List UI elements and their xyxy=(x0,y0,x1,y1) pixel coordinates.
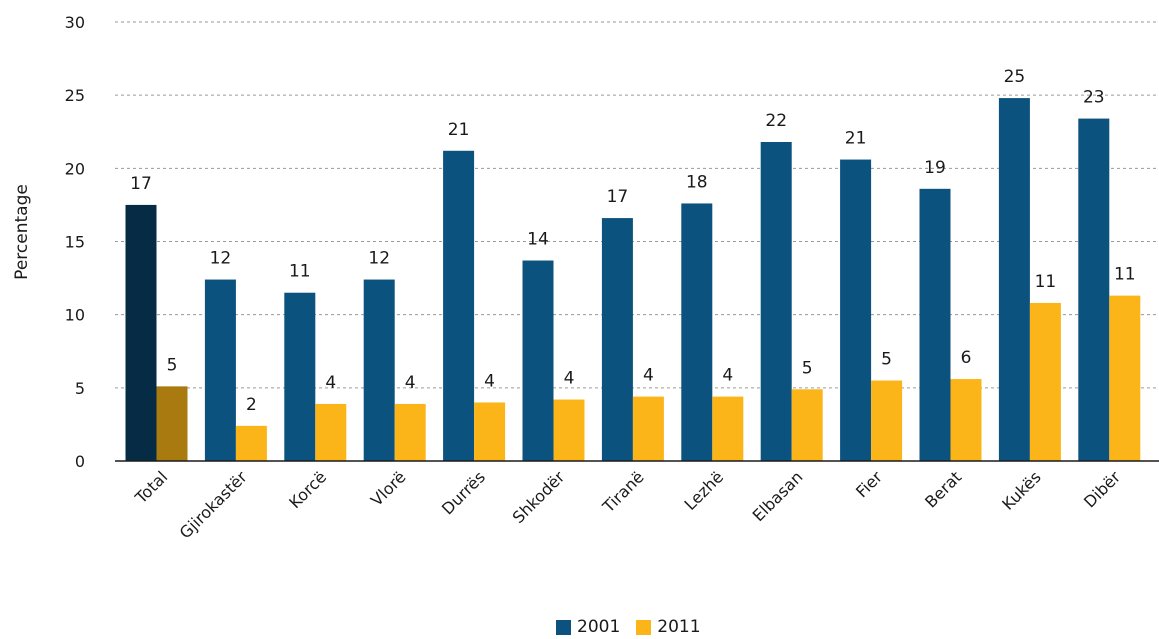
bar-2001 xyxy=(204,279,236,461)
bar-2011 xyxy=(315,403,347,461)
bar-2001 xyxy=(840,159,872,461)
bar-2001 xyxy=(681,203,713,461)
x-tick-label: Gjirokastër xyxy=(176,467,251,542)
data-label-2001: 21 xyxy=(448,120,470,140)
bar-2011 xyxy=(632,396,664,461)
y-tick-label: 15 xyxy=(65,233,85,252)
y-tick-label: 30 xyxy=(65,13,85,32)
bar-2011 xyxy=(235,425,267,461)
bar-2001 xyxy=(443,150,475,462)
bar-2011 xyxy=(871,380,903,461)
bar-2001 xyxy=(760,141,792,461)
x-tick-label: Kukës xyxy=(998,467,1044,513)
bar-2001 xyxy=(998,98,1030,462)
bar-2001 xyxy=(284,292,316,461)
y-tick-label: 25 xyxy=(65,86,85,105)
data-label-2011: 4 xyxy=(484,371,495,391)
bar-chart: 0 5 10 15 20 25 30 Percentage 17 5 Total 12 2 Gjiroka… xyxy=(12,13,1159,542)
x-tick-label: Durrës xyxy=(438,467,489,518)
legend-swatch-2001 xyxy=(556,619,571,635)
y-tick-label: 20 xyxy=(65,159,85,178)
bar-2011 xyxy=(474,402,506,461)
x-tick-label: Dibër xyxy=(1080,467,1124,511)
data-label-2001: 19 xyxy=(924,158,946,178)
bar-2011 xyxy=(791,389,823,461)
legend-item-2011: 2011 xyxy=(636,617,701,637)
y-tick-label: 5 xyxy=(75,379,85,398)
data-label-2011: 4 xyxy=(564,369,575,389)
y-axis-title: Percentage xyxy=(12,184,32,280)
y-tick-label: 0 xyxy=(75,452,85,471)
legend-swatch-2011 xyxy=(636,619,652,635)
x-tick-label: Berat xyxy=(921,467,965,511)
bar-2011 xyxy=(950,379,982,461)
bar-2001 xyxy=(1078,118,1110,461)
x-tick-label: Fier xyxy=(852,467,886,501)
legend-label-2011: 2011 xyxy=(657,617,701,637)
y-tick-label: 10 xyxy=(65,306,85,325)
data-label-2011: 11 xyxy=(1114,265,1136,285)
data-label-2011: 5 xyxy=(881,350,892,370)
bar-2001 xyxy=(522,260,554,461)
data-label-2011: 5 xyxy=(802,358,813,378)
bar-2001 xyxy=(919,188,951,461)
data-label-2011: 11 xyxy=(1035,272,1057,292)
bar-2001 xyxy=(363,279,395,461)
bar-2001 xyxy=(125,204,157,461)
bar-2011 xyxy=(712,396,744,461)
data-label-2001: 25 xyxy=(1004,67,1026,87)
bar-2011 xyxy=(553,399,585,461)
bar-2011 xyxy=(1029,302,1061,461)
data-label-2001: 18 xyxy=(686,172,708,192)
data-label-2011: 4 xyxy=(325,373,336,393)
x-tick-label: Elbasan xyxy=(749,467,807,525)
x-tick-label: Total xyxy=(131,467,172,508)
data-label-2011: 4 xyxy=(722,366,733,386)
data-label-2001: 23 xyxy=(1083,88,1105,108)
data-label-2011: 5 xyxy=(167,355,178,375)
x-tick-label: Lezhë xyxy=(681,467,728,514)
legend-label-2001: 2001 xyxy=(577,617,621,637)
data-label-2001: 17 xyxy=(607,187,629,207)
data-label-2001: 14 xyxy=(527,230,549,250)
legend: 2001 2011 xyxy=(556,617,709,637)
legend-item-2001: 2001 xyxy=(556,617,620,637)
data-label-2011: 6 xyxy=(961,348,972,368)
data-label-2001: 11 xyxy=(289,262,311,282)
data-label-2011: 4 xyxy=(405,373,416,393)
data-label-2011: 2 xyxy=(246,395,257,415)
data-label-2001: 21 xyxy=(845,129,867,149)
data-label-2001: 12 xyxy=(368,249,390,269)
x-tick-label: Tiranë xyxy=(598,467,648,517)
bar-2011 xyxy=(156,386,188,461)
data-label-2001: 17 xyxy=(130,174,152,194)
bar-2001 xyxy=(601,218,633,461)
data-label-2001: 22 xyxy=(765,111,787,131)
x-tick-label: Shkodër xyxy=(509,467,569,527)
data-label-2001: 12 xyxy=(210,249,232,269)
x-tick-label: Vlorë xyxy=(367,467,410,510)
x-tick-label: Korcë xyxy=(285,467,330,512)
data-label-2011: 4 xyxy=(643,366,654,386)
bar-2011 xyxy=(1109,295,1141,461)
bar-2011 xyxy=(394,403,426,461)
